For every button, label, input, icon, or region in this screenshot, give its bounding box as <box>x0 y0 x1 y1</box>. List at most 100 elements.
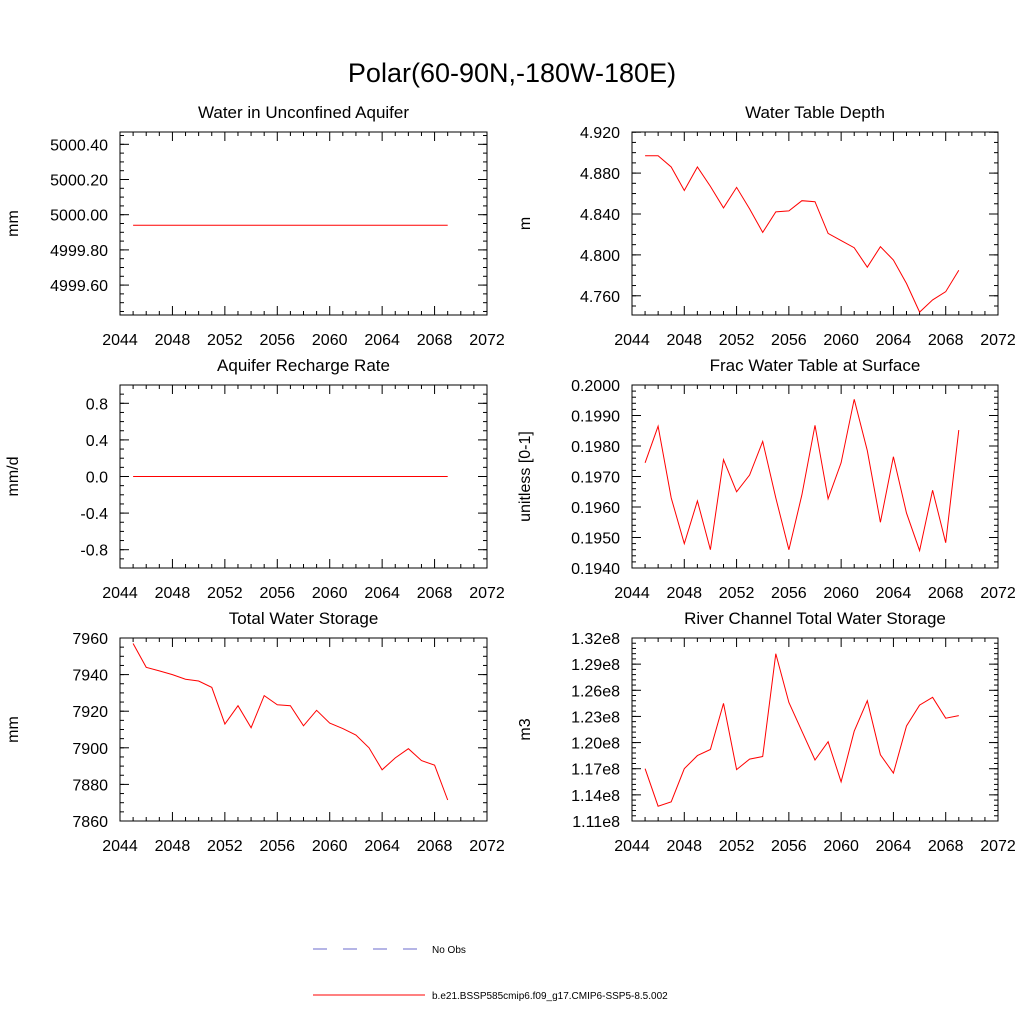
x-tick-label: 2052 <box>719 585 755 602</box>
x-tick-label: 2068 <box>928 585 964 602</box>
y-tick-label: 0.8 <box>86 396 108 413</box>
y-axis-label: m3 <box>517 718 534 740</box>
panel-title: Water in Unconfined Aquifer <box>198 103 409 122</box>
panel-title: Aquifer Recharge Rate <box>217 356 390 375</box>
x-tick-label: 2068 <box>928 838 964 855</box>
x-tick-label: 2056 <box>771 332 807 349</box>
y-tick-label: 7900 <box>72 741 108 758</box>
chart-panel-6: River Channel Total Water Storage m3 2044 2… <box>517 609 1016 855</box>
x-tick-label: 2060 <box>823 585 859 602</box>
x-tick-label: 2044 <box>102 332 138 349</box>
x-tick-label: 2072 <box>980 838 1016 855</box>
y-tick-label: 1.23e8 <box>571 709 620 726</box>
x-tick-label: 2064 <box>364 585 400 602</box>
x-tick-label: 2064 <box>364 332 400 349</box>
y-tick-label: 0.1970 <box>571 470 620 487</box>
panel-title: Water Table Depth <box>745 103 885 122</box>
plot-frame <box>119 131 488 316</box>
plot-frame <box>631 637 999 822</box>
y-tick-label: 1.17e8 <box>571 762 620 779</box>
y-tick-label: 4.920 <box>580 125 620 142</box>
x-tick-label: 2056 <box>771 585 807 602</box>
series-line <box>645 155 960 313</box>
x-tick-label: 2044 <box>614 838 650 855</box>
x-tick-label: 2068 <box>417 838 453 855</box>
y-tick-label: 0.0 <box>86 470 108 487</box>
legend: No Obs b.e21.BSSP585cmip6.f09_g17.CMIP6-… <box>313 945 668 1002</box>
x-tick-label: 2052 <box>719 332 755 349</box>
legend-label-no-obs: No Obs <box>432 945 466 956</box>
series-line <box>644 653 959 807</box>
y-tick-label: 5000.00 <box>50 208 108 225</box>
x-tick-label: 2068 <box>417 585 453 602</box>
y-tick-label: 0.4 <box>86 433 108 450</box>
y-tick-label: 1.14e8 <box>571 788 620 805</box>
series-line <box>644 399 960 553</box>
panel-title: Total Water Storage <box>229 609 379 628</box>
y-tick-label: 4.800 <box>580 248 620 265</box>
y-tick-label: 7940 <box>72 668 108 685</box>
x-tick-label: 2072 <box>469 585 505 602</box>
y-tick-label: 4.880 <box>580 166 620 183</box>
y-axis-label: mm <box>5 210 22 237</box>
panel-title: River Channel Total Water Storage <box>684 609 946 628</box>
chart-panel-2: Water Table Depth m 2044 2048 2052 2056 2060 20… <box>517 103 1016 349</box>
plot-frame <box>631 384 999 569</box>
plot-frame <box>119 637 488 822</box>
x-tick-label: 2060 <box>823 332 859 349</box>
x-tick-label: 2068 <box>928 332 964 349</box>
y-tick-label: 0.1960 <box>571 500 620 517</box>
y-tick-label: 7880 <box>72 777 108 794</box>
x-tick-label: 2044 <box>614 332 650 349</box>
x-tick-label: 2072 <box>980 332 1016 349</box>
y-axis-label: m <box>517 217 534 230</box>
x-tick-label: 2056 <box>259 838 295 855</box>
plot-frame <box>631 131 999 316</box>
x-tick-label: 2048 <box>666 838 702 855</box>
y-tick-label: 5000.40 <box>50 137 108 154</box>
chart-panel-4: Frac Water Table at Surface unitless [0-1… <box>517 356 1016 602</box>
x-tick-label: 2056 <box>259 585 295 602</box>
y-tick-label: -0.8 <box>80 543 108 560</box>
x-tick-label: 2060 <box>823 838 859 855</box>
chart-panel-1: Water in Unconfined Aquifer mm 2044 2048 205… <box>5 103 505 349</box>
y-tick-label: 4.760 <box>580 289 620 306</box>
y-tick-label: 4.840 <box>580 207 620 224</box>
y-tick-label: 7860 <box>72 814 108 831</box>
x-tick-label: 2068 <box>417 332 453 349</box>
chart-panel-3: Aquifer Recharge Rate mm/d 2044 2048 2052 205… <box>5 356 505 602</box>
x-tick-label: 2048 <box>666 585 702 602</box>
x-tick-label: 2056 <box>771 838 807 855</box>
y-tick-label: 0.1990 <box>571 409 620 426</box>
x-tick-label: 2044 <box>102 838 138 855</box>
y-tick-label: 5000.20 <box>50 173 108 190</box>
y-axis-label: unitless [0-1] <box>517 431 534 522</box>
x-tick-label: 2060 <box>312 838 348 855</box>
x-tick-label: 2052 <box>207 585 243 602</box>
legend-label-model: b.e21.BSSP585cmip6.f09_g17.CMIP6-SSP5-8.… <box>432 991 668 1002</box>
y-tick-label: -0.4 <box>80 506 108 523</box>
series-line <box>132 643 449 801</box>
x-tick-label: 2064 <box>876 585 912 602</box>
x-tick-label: 2056 <box>259 332 295 349</box>
y-tick-label: 0.2000 <box>571 378 620 395</box>
y-tick-label: 7960 <box>72 631 108 648</box>
x-tick-label: 2048 <box>155 585 191 602</box>
y-axis-label: mm/d <box>5 457 22 497</box>
figure-title: Polar(60-90N,-180W-180E) <box>348 58 676 88</box>
y-tick-label: 0.1940 <box>571 561 620 578</box>
chart-panels: Water in Unconfined Aquifer mm 2044 2048 205… <box>5 103 1016 855</box>
y-tick-label: 1.11e8 <box>572 814 620 831</box>
y-tick-label: 1.20e8 <box>571 736 620 753</box>
x-tick-label: 2072 <box>469 838 505 855</box>
y-tick-label: 1.32e8 <box>571 631 620 648</box>
x-tick-label: 2064 <box>876 838 912 855</box>
x-tick-label: 2048 <box>155 332 191 349</box>
x-tick-label: 2052 <box>207 332 243 349</box>
x-tick-label: 2064 <box>876 332 912 349</box>
y-tick-label: 0.1980 <box>571 439 620 456</box>
y-axis-label: mm <box>5 716 22 743</box>
x-tick-label: 2044 <box>614 585 650 602</box>
x-tick-label: 2072 <box>980 585 1016 602</box>
